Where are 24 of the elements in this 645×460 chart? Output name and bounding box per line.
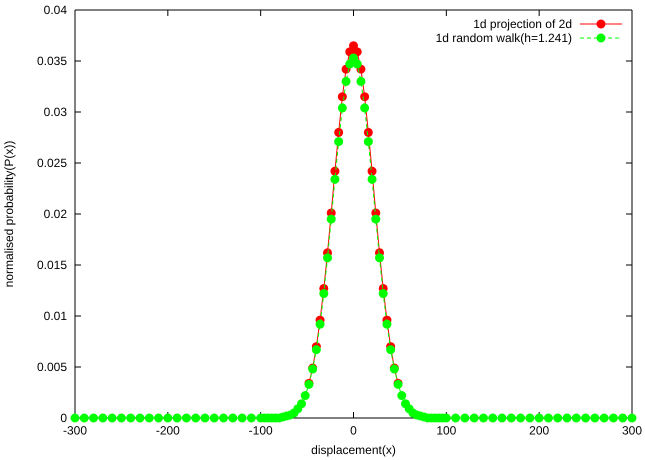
point <box>360 92 370 102</box>
y-tick-label: 0.04 <box>44 2 68 17</box>
y-tick-label: 0.025 <box>36 156 68 170</box>
y-axis-title: normalised probability(P(x)) <box>2 140 16 288</box>
x-tick-label: -300 <box>62 424 88 438</box>
legend-label: 1d random walk(h=1.241) <box>436 31 572 45</box>
y-tick-label: 0.01 <box>44 308 68 323</box>
x-tick-label: 200 <box>529 424 550 438</box>
x-tick-label: 300 <box>622 424 642 438</box>
x-tick-label: 100 <box>436 424 457 438</box>
x-axis-title: displacement(x) <box>311 443 396 457</box>
y-tick-label: 0.02 <box>44 206 68 221</box>
y-tick-label: 0.005 <box>36 360 68 374</box>
x-tick-label: -200 <box>156 424 180 438</box>
legend-label: 1d projection of 2d <box>473 17 572 31</box>
point <box>334 128 344 137</box>
point <box>364 128 373 137</box>
y-tick-label: 0.035 <box>36 54 68 68</box>
y-tick-label: 0.015 <box>36 258 68 272</box>
point <box>338 92 347 102</box>
x-tick-label: -100 <box>248 424 273 438</box>
x-tick-label: 0 <box>350 424 358 438</box>
y-tick-label: 0.03 <box>44 104 68 119</box>
y-tick-label: 0 <box>60 410 68 425</box>
